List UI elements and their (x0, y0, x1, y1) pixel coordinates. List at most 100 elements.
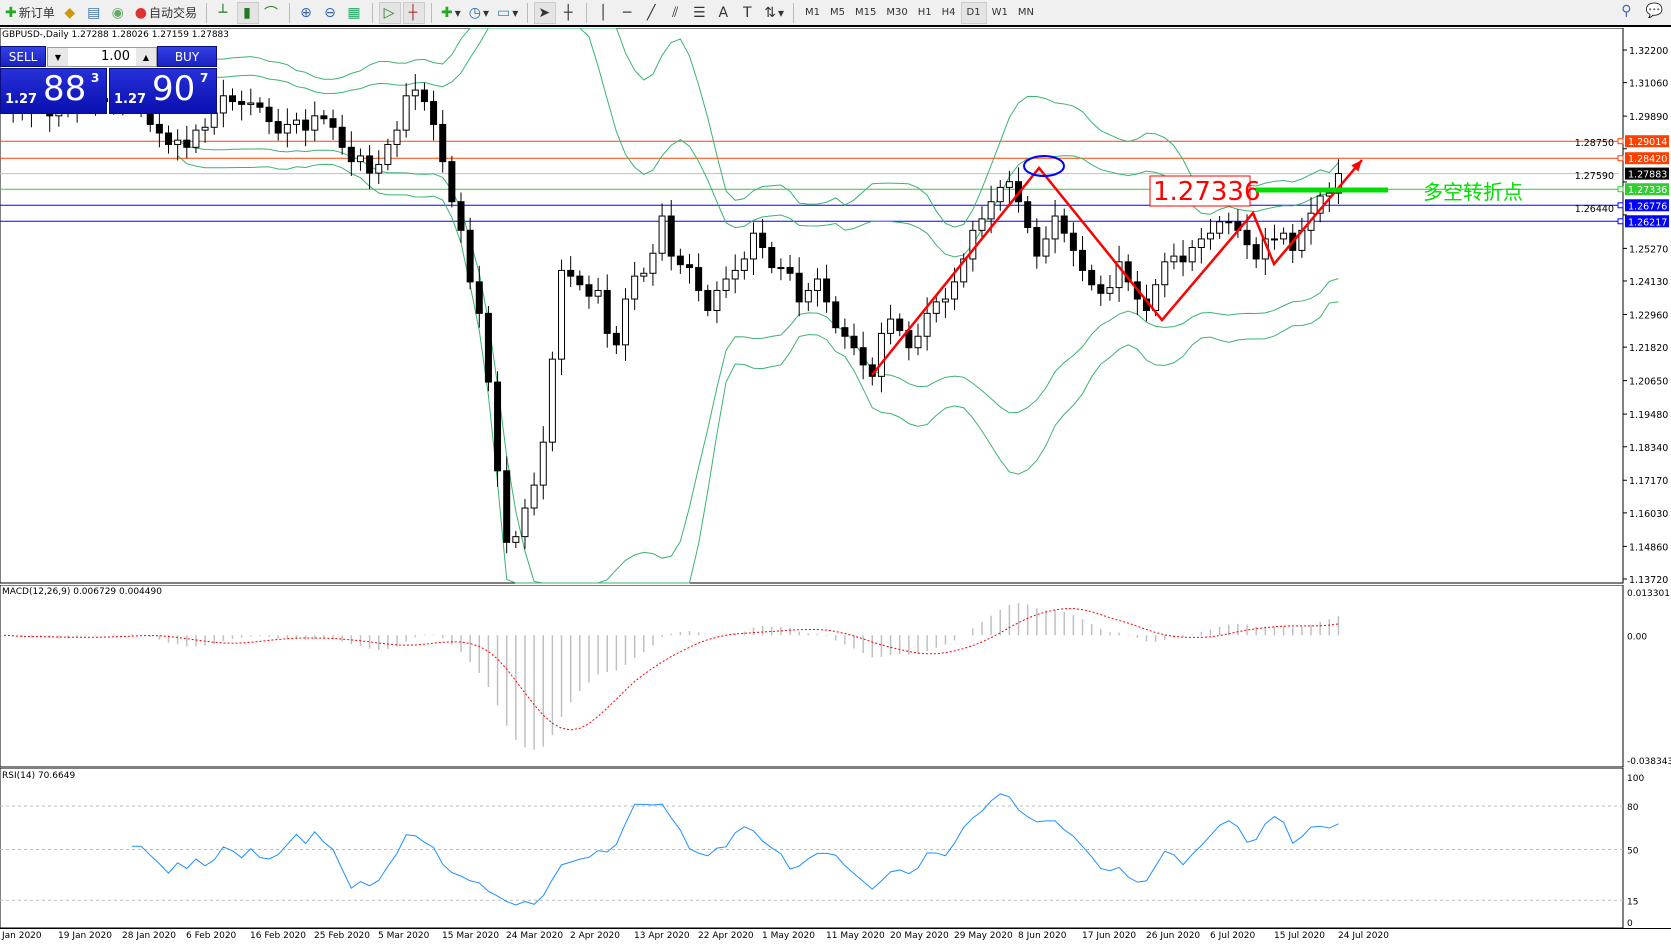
price-tick-label: 1.22960 (1629, 311, 1668, 322)
sell-button[interactable]: SELL (0, 46, 46, 67)
new-order-icon: ✚ (5, 4, 17, 21)
arrows-button[interactable]: ⇅ ▾ (764, 4, 785, 21)
candle-bear (1243, 229, 1251, 246)
candle-bull (1115, 261, 1123, 289)
date-label: 15 Jul 2020 (1274, 931, 1325, 941)
price-chart[interactable]: 1.27336 多空转折点 1.32200 1.31060 1.29890 1.28750… (0, 28, 1671, 585)
ask-big: 1.27 (114, 92, 147, 107)
zoom-out-button[interactable]: ⊖ (320, 2, 342, 24)
fibonacci-button[interactable]: ☰ (689, 2, 711, 24)
lot-decrease-button[interactable]: ▼ (48, 48, 68, 66)
candle-bear (823, 278, 831, 303)
candle-bear (795, 272, 803, 303)
line-chart-icon: ⌒ (263, 5, 278, 22)
annotation-label: 多空转折点 (1423, 180, 1523, 204)
text-button[interactable]: A (713, 2, 735, 24)
search-icon[interactable]: ⚲ (1621, 3, 1632, 19)
candle-bull (1161, 261, 1169, 286)
candle-bear (704, 289, 712, 311)
candle-bear (612, 332, 620, 346)
timeframe-mn[interactable]: MN (1017, 7, 1034, 18)
peak-ellipse (1023, 155, 1065, 177)
candle-bear (503, 470, 511, 543)
level-handle (1617, 218, 1624, 225)
candle-bull (777, 267, 785, 270)
rsi-tick-label: 100 (1627, 774, 1644, 784)
auto-trading-button[interactable]: ● 自动交易 (134, 4, 197, 21)
lot-increase-button[interactable]: ▲ (136, 48, 156, 66)
timeframe-h4[interactable]: H4 (941, 7, 956, 18)
price-tick-label: 1.26440 (1575, 204, 1614, 215)
level-handle (1617, 138, 1624, 145)
horizontal-line-button[interactable]: ─ (617, 2, 639, 24)
candle-bull (174, 139, 182, 145)
candle-bull (1280, 232, 1288, 240)
zoom-in-button[interactable]: ⊕ (296, 2, 318, 24)
timeframe-m30[interactable]: M30 (886, 7, 908, 18)
price-tick-label: 1.27590 (1575, 171, 1614, 182)
candle-bear (475, 281, 483, 314)
crosshair-button[interactable]: ┼ (558, 2, 580, 24)
sell-price[interactable]: 1.27 88 3 (0, 68, 107, 114)
macd-pane[interactable]: 0.013301 0.00 -0.038343 (0, 585, 1671, 768)
candlestick-icon: ▮ (243, 4, 251, 21)
market-watch-button[interactable]: ◆ (60, 2, 82, 24)
candle-bull (247, 102, 255, 105)
crosshair-icon: ┼ (564, 4, 573, 21)
timeframe-w1[interactable]: W1 (991, 7, 1008, 18)
candle-bull (923, 312, 931, 337)
chat-icon[interactable]: 💬 (1645, 3, 1663, 19)
periods-button[interactable]: ◷ ▾ (468, 4, 489, 21)
candle-bull (640, 272, 648, 277)
chart-shift-button[interactable]: ▷ (378, 1, 401, 24)
equidistant-channel-button[interactable]: ⫽ (665, 2, 687, 24)
data-window-button[interactable]: ▤ (84, 2, 106, 24)
timeframe-m5[interactable]: M5 (830, 7, 846, 18)
candle-bull (548, 358, 556, 443)
buy-price[interactable]: 1.27 90 7 (109, 68, 217, 114)
annotation-box (1149, 175, 1251, 207)
candle-bear (494, 381, 502, 472)
indicators-button[interactable]: ✚ ▾ (440, 4, 461, 21)
trendline-button[interactable]: ╱ (641, 2, 663, 24)
candle-bull (1197, 238, 1205, 249)
level-price-badge (1625, 152, 1669, 165)
equidistant-channel-icon: ⫽ (672, 4, 679, 21)
buy-button[interactable]: BUY (157, 46, 217, 67)
timeframe-d1[interactable]: D1 (960, 1, 987, 24)
autoscroll-button[interactable]: ┼ (402, 1, 425, 24)
bar-chart-button[interactable]: ┴ (213, 2, 235, 24)
level-price-label: 1.29014 (1628, 137, 1667, 148)
bollinger-lower-band (177, 155, 1339, 584)
candle-bear (1033, 226, 1041, 257)
date-label: 2 Apr 2020 (570, 931, 620, 941)
candle-bear (229, 95, 236, 103)
lot-size-input[interactable]: 1.00 (101, 49, 130, 64)
vertical-line-button[interactable]: │ (593, 2, 615, 24)
price-tick-label: 1.17170 (1629, 476, 1668, 487)
timeframe-h1[interactable]: H1 (917, 7, 932, 18)
line-chart-button[interactable]: ⌒ (261, 2, 283, 24)
signals-button[interactable]: ◉ (108, 2, 130, 24)
tile-windows-button[interactable]: ▦ (344, 2, 366, 24)
new-order-button[interactable]: ✚ 新订单 (5, 4, 55, 21)
candlestick-button[interactable]: ▮ (236, 1, 259, 24)
lot-size-stepper[interactable]: ▼ 1.00 ▲ (47, 47, 157, 67)
level-price-badge (1625, 135, 1669, 148)
templates-button[interactable]: ▭ ▾ (497, 4, 519, 21)
date-label: 20 May 2020 (890, 931, 949, 941)
candle-bull (375, 164, 383, 174)
timeframe-m1[interactable]: M1 (805, 7, 821, 18)
candle-bear (238, 101, 246, 105)
toolbar-separator (586, 2, 588, 23)
date-label: 1 May 2020 (762, 931, 815, 941)
bollinger-upper-band (177, 28, 1339, 228)
candle-bull (951, 281, 959, 300)
timeframe-m15[interactable]: M15 (855, 7, 877, 18)
level-price-label: 1.27883 (1628, 170, 1667, 181)
candle-bull (960, 258, 968, 283)
rsi-pane[interactable]: 100 80 50 15 0 (0, 768, 1671, 928)
cursor-button[interactable]: ➤ (534, 1, 557, 24)
text-label-button[interactable]: T (737, 2, 759, 24)
horizontal-line-icon: ─ (623, 4, 632, 21)
